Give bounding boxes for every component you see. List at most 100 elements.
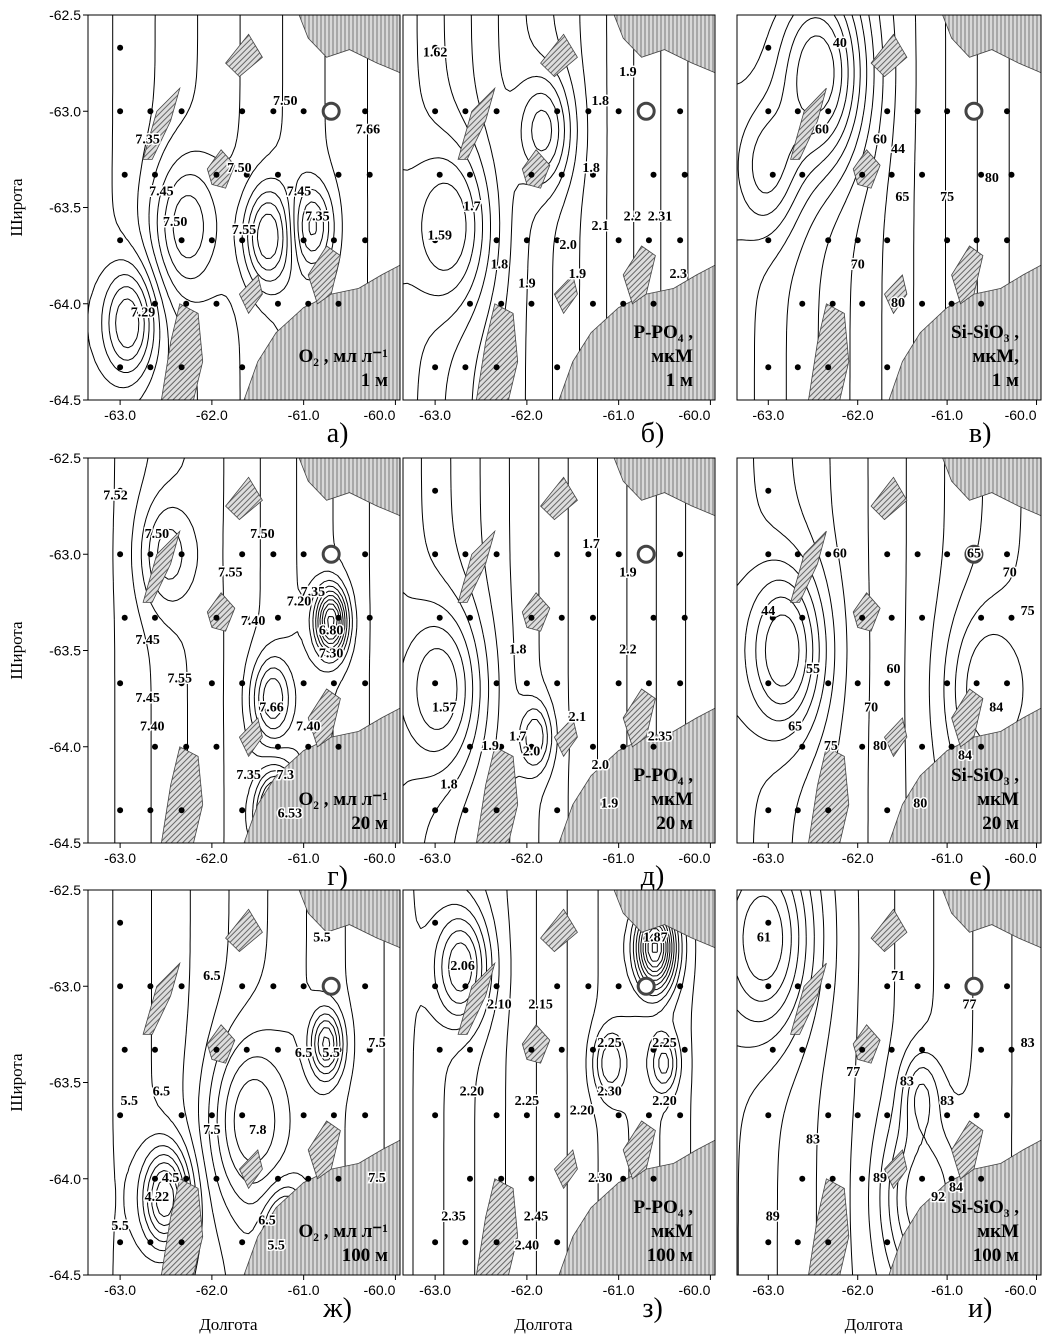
map-content: 7.35 7.45 7.50 7.50 7.55 7.50 7.45 7.35 7.66 7.29… [88,15,400,400]
contour-label: 1.8 [582,161,600,176]
contour-label: 6.53 [278,806,303,821]
station [978,171,985,178]
contour-label: 1.87 [643,930,668,945]
station [888,614,895,621]
map-panel: 65 70 75 60 44 55 60 70 65 75 80 84 84 80 Si-SiO₃ , мкМ… [736,457,1042,892]
station [769,1046,776,1053]
station [944,108,951,115]
station [765,108,772,115]
station [239,1112,246,1119]
x-tick-label: -60.0 [1005,1282,1037,1298]
plot-frame [736,457,1042,844]
x-tick-label: -63.0 [104,407,136,423]
contour-line [115,298,140,349]
contour-label: 65 [788,720,802,735]
contour-label: 1.8 [440,777,458,792]
x-axis-title: Долгота [845,1315,904,1334]
contour-label: 2.06 [450,959,475,974]
station [208,237,215,244]
contour-label: 1.62 [423,46,448,61]
station [274,1175,281,1182]
contour-label: 40 [833,36,847,51]
station [1004,1112,1011,1119]
contour-line [737,890,792,1002]
station [765,919,772,926]
station [178,237,185,244]
contour-label: 7.29 [131,306,156,321]
contour-label: 2.20 [460,1084,485,1099]
contour-label: 2.25 [597,1036,622,1051]
station [213,171,220,178]
x-tick-label: -63.0 [419,1282,451,1298]
station [151,743,158,750]
station [948,300,955,307]
panel-caption: мкМ [651,789,693,810]
island [808,303,850,400]
station [432,983,439,990]
station [335,743,342,750]
station [270,551,277,558]
island-ring [964,976,984,996]
contour-label: 1.9 [619,65,637,80]
x-tick-label: -62.0 [842,850,874,866]
station [650,171,657,178]
island [951,245,984,305]
y-tick-label: -63.5 [49,1075,81,1091]
x-axis-title: Долгота [514,1315,573,1334]
panel-caption: O₂ , мл л⁻¹ [299,1221,388,1242]
island-ring [636,976,656,996]
land [613,890,715,949]
island [951,688,984,748]
contour-label: 2.31 [648,209,673,224]
station [493,807,500,814]
station [1004,237,1011,244]
panel-caption: 20 м [351,813,388,834]
station [589,1046,596,1053]
map-panel: 1.71.91.81.572.21.91.72.02.12.352.01.91.… [402,457,716,892]
station [615,551,622,558]
station [677,551,684,558]
map-content: 5.5 6.5 6.5 5.5 6.5 5.5 7.5 7.5 7.8 7.5 4.5 4.22 5.5… [88,890,400,1275]
island [160,303,204,400]
station [769,171,776,178]
y-tick-label: -64.5 [49,835,81,851]
map-content: 40 60 60 44 65 75 80 70 80 Si-SiO₃ , мкМ, 1 м [737,15,1041,400]
station [973,1112,980,1119]
station [615,983,622,990]
station [528,171,535,178]
x-tick-label: -63.0 [419,850,451,866]
contour-label: 89 [873,1171,887,1186]
contour-label: 5.5 [121,1094,139,1109]
station [859,743,866,750]
island [622,1120,656,1180]
station [213,1175,220,1182]
island [870,476,908,521]
contour-label: 7.5 [203,1123,221,1138]
island [521,149,551,189]
station [239,983,246,990]
contour-label: 7.20 [287,595,312,610]
station [335,1175,342,1182]
contour-line [108,286,145,361]
island [142,86,181,160]
x-tick-label: -62.0 [511,850,543,866]
y-tick-label: -64.0 [49,739,81,755]
contour-label: 1.9 [518,277,536,292]
station [919,300,926,307]
station [147,108,154,115]
island [852,1024,881,1064]
island [852,149,881,189]
contour-label: 1.9 [619,566,637,581]
station [147,983,154,990]
station [208,680,215,687]
contour-label: 7.66 [259,700,284,715]
station [117,487,124,494]
land [942,458,1041,517]
station [765,807,772,814]
station [677,237,684,244]
contour-label: 7.3 [277,768,295,783]
contour-label: 80 [891,296,905,311]
station [829,300,836,307]
station [305,300,312,307]
